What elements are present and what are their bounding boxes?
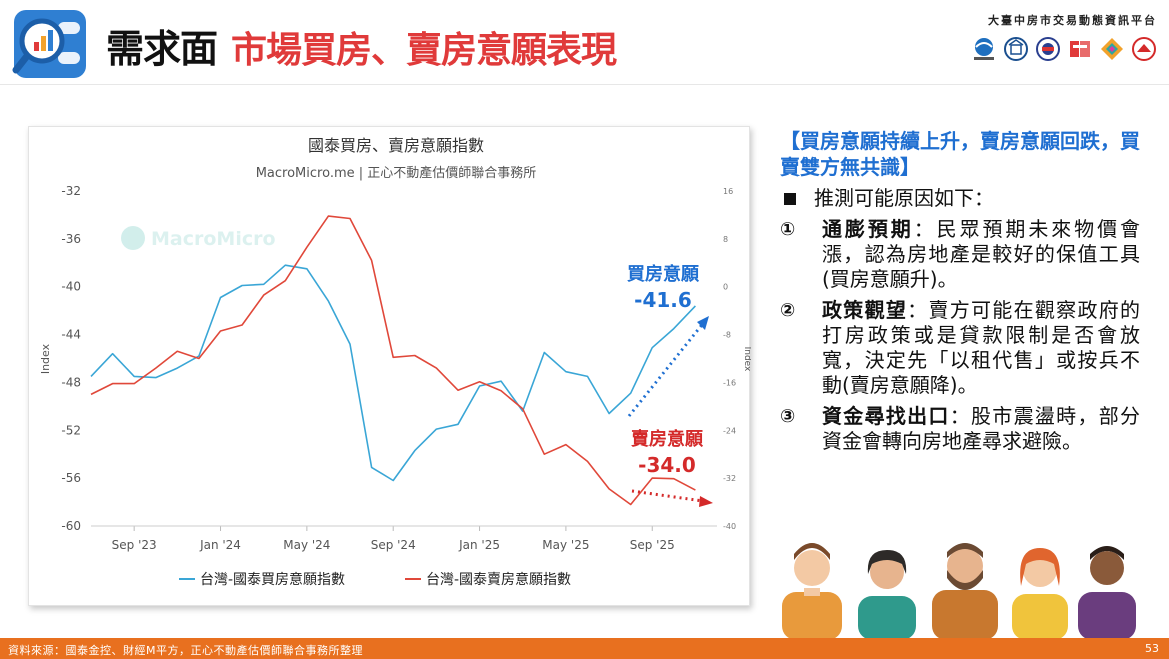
y-tick-left: -40 xyxy=(61,280,81,294)
buy-annotation-value: -41.6 xyxy=(634,288,692,312)
y-tick-right: -32 xyxy=(723,474,736,483)
reason-separator: ： xyxy=(907,298,929,322)
buy-arrow-head xyxy=(697,316,709,330)
reason-text: 民眾預期未來物價會漲，認為房地產是較好的保值工具(買房意願升)。 xyxy=(822,217,1141,291)
sell-annotation-label: 賣房意願 xyxy=(631,428,704,450)
x-tick-label: Sep '24 xyxy=(371,538,416,552)
sell-annotation: 賣房意願 -34.0 xyxy=(631,428,713,507)
y-tick-right: 8 xyxy=(723,235,728,244)
magnifier-chart-icon xyxy=(12,10,86,78)
reason-number: ② xyxy=(780,300,796,321)
person-3-icon xyxy=(932,543,998,640)
x-tick-label: Sep '25 xyxy=(630,538,675,552)
sell-intent-line xyxy=(90,215,696,506)
taichung-logo xyxy=(1070,41,1090,57)
government-seal-logo xyxy=(1036,37,1060,61)
reason-item: ① 通膨預期：民眾預期未來物價會漲，認為房地產是較好的保值工具(買房意願升)。 xyxy=(780,217,1140,292)
x-tick-label: May '25 xyxy=(542,538,589,552)
y-axis-label-left: Index xyxy=(39,343,52,374)
reason-keyword: 政策觀望 xyxy=(822,298,908,322)
x-tick-label: Jan '25 xyxy=(458,538,500,552)
y-tick-left: -60 xyxy=(61,519,81,533)
buy-trend-arrow xyxy=(627,320,707,417)
reason-number: ③ xyxy=(780,406,796,427)
chart-svg: 國泰買房、賣房意願指數 MacroMicro.me | 正心不動產估價師聯合事務… xyxy=(39,136,751,588)
chart-subtitle: MacroMicro.me | 正心不動產估價師聯合事務所 xyxy=(256,165,537,181)
y-tick-left: -56 xyxy=(61,471,81,485)
reason-number: ① xyxy=(780,219,796,240)
y-tick-right: 0 xyxy=(723,283,728,292)
y-tick-right: -16 xyxy=(723,378,736,387)
trda-logo xyxy=(974,38,994,60)
buy-annotation-label: 買房意願 xyxy=(627,263,700,285)
chart-title: 國泰買房、賣房意願指數 xyxy=(308,136,484,155)
person-4-icon xyxy=(1012,548,1068,640)
title-topic: 市場買房、賣房意願表現 xyxy=(231,30,617,71)
legend-sell-label: 台灣-國泰賣房意願指數 xyxy=(426,571,571,588)
building-logo xyxy=(1004,37,1028,61)
platform-name: 大臺中房市交易動態資訊平台 xyxy=(988,14,1157,27)
page-title: 需求面 市場買房、賣房意願表現 xyxy=(106,18,617,71)
buy-intent-line xyxy=(90,264,696,482)
reason-keyword: 通膨預期 xyxy=(822,217,914,241)
person-5-icon xyxy=(1078,546,1136,640)
reason-text: 賣方可能在觀察政府的打房政策或是貸款限制是否會放寬，決定先「以租代售」或按兵不動… xyxy=(822,298,1141,397)
y-tick-right: -8 xyxy=(723,331,731,340)
thinking-people-illustration xyxy=(782,543,1136,640)
chart-legend: 台灣-國泰買房意願指數 台灣-國泰賣房意願指數 xyxy=(179,571,571,588)
reason-keyword: 資金尋找出口 xyxy=(822,404,950,428)
y-tick-left: -44 xyxy=(61,328,81,342)
person-1-icon xyxy=(782,543,842,640)
sell-trend-arrow xyxy=(631,489,704,503)
analysis-headline: 【買房意願持續上升，賣房意願回跌，買賣雙方無共識】 xyxy=(780,129,1140,179)
buy-annotation: 買房意願 -41.6 xyxy=(627,263,709,417)
reason-intro-text: 推測可能原因如下： xyxy=(814,186,994,210)
ctreaa-logo xyxy=(1132,37,1156,61)
reason-intro: 推測可能原因如下： xyxy=(780,186,1140,211)
y-tick-right: -40 xyxy=(723,522,736,531)
y-tick-left: -32 xyxy=(61,184,81,198)
partner-logos xyxy=(971,36,1157,62)
page-number: 53 xyxy=(1145,642,1159,655)
y-tick-left: -48 xyxy=(61,375,81,389)
x-tick-label: Jan '24 xyxy=(199,538,241,552)
sell-arrow-head xyxy=(699,496,713,507)
watermark: MacroMicro xyxy=(121,226,276,250)
header-divider xyxy=(0,84,1169,85)
reason-text: 股市震盪時，部分資金會轉向房地產尋求避險。 xyxy=(822,404,1141,453)
reason-item: ③ 資金尋找出口：股市震盪時，部分資金會轉向房地產尋求避險。 xyxy=(780,404,1140,454)
person-2-icon xyxy=(858,550,916,640)
square-bullet-icon xyxy=(784,193,796,205)
y-tick-right: 16 xyxy=(723,187,733,196)
y-tick-right: -24 xyxy=(723,426,736,435)
x-tick-label: May '24 xyxy=(283,538,330,552)
chart-card: 國泰買房、賣房意願指數 MacroMicro.me | 正心不動產估價師聯合事務… xyxy=(28,126,751,606)
y-axis-label-right: Index xyxy=(742,347,751,372)
reason-separator: ： xyxy=(913,217,937,241)
reason-separator: ： xyxy=(949,404,972,428)
diamond-logo xyxy=(1101,38,1123,60)
title-category: 需求面 xyxy=(106,27,218,71)
legend-buy-label: 台灣-國泰買房意願指數 xyxy=(200,571,345,588)
reason-item: ② 政策觀望：賣方可能在觀察政府的打房政策或是貸款限制是否會放寬，決定先「以租代… xyxy=(780,298,1140,398)
sell-annotation-value: -34.0 xyxy=(638,453,696,477)
analysis-panel: 【買房意願持續上升，賣房意願回跌，買賣雙方無共識】 推測可能原因如下： ① 通膨… xyxy=(780,128,1140,454)
footer-bar: 資料來源：國泰金控、財經M平方，正心不動產估價師聯合事務所整理 53 xyxy=(0,638,1169,659)
watermark-text: MacroMicro xyxy=(151,228,276,250)
footer-source: 資料來源：國泰金控、財經M平方，正心不動產估價師聯合事務所整理 xyxy=(8,644,363,657)
x-tick-label: Sep '23 xyxy=(112,538,157,552)
y-tick-left: -52 xyxy=(61,423,81,437)
y-tick-left: -36 xyxy=(61,232,81,246)
